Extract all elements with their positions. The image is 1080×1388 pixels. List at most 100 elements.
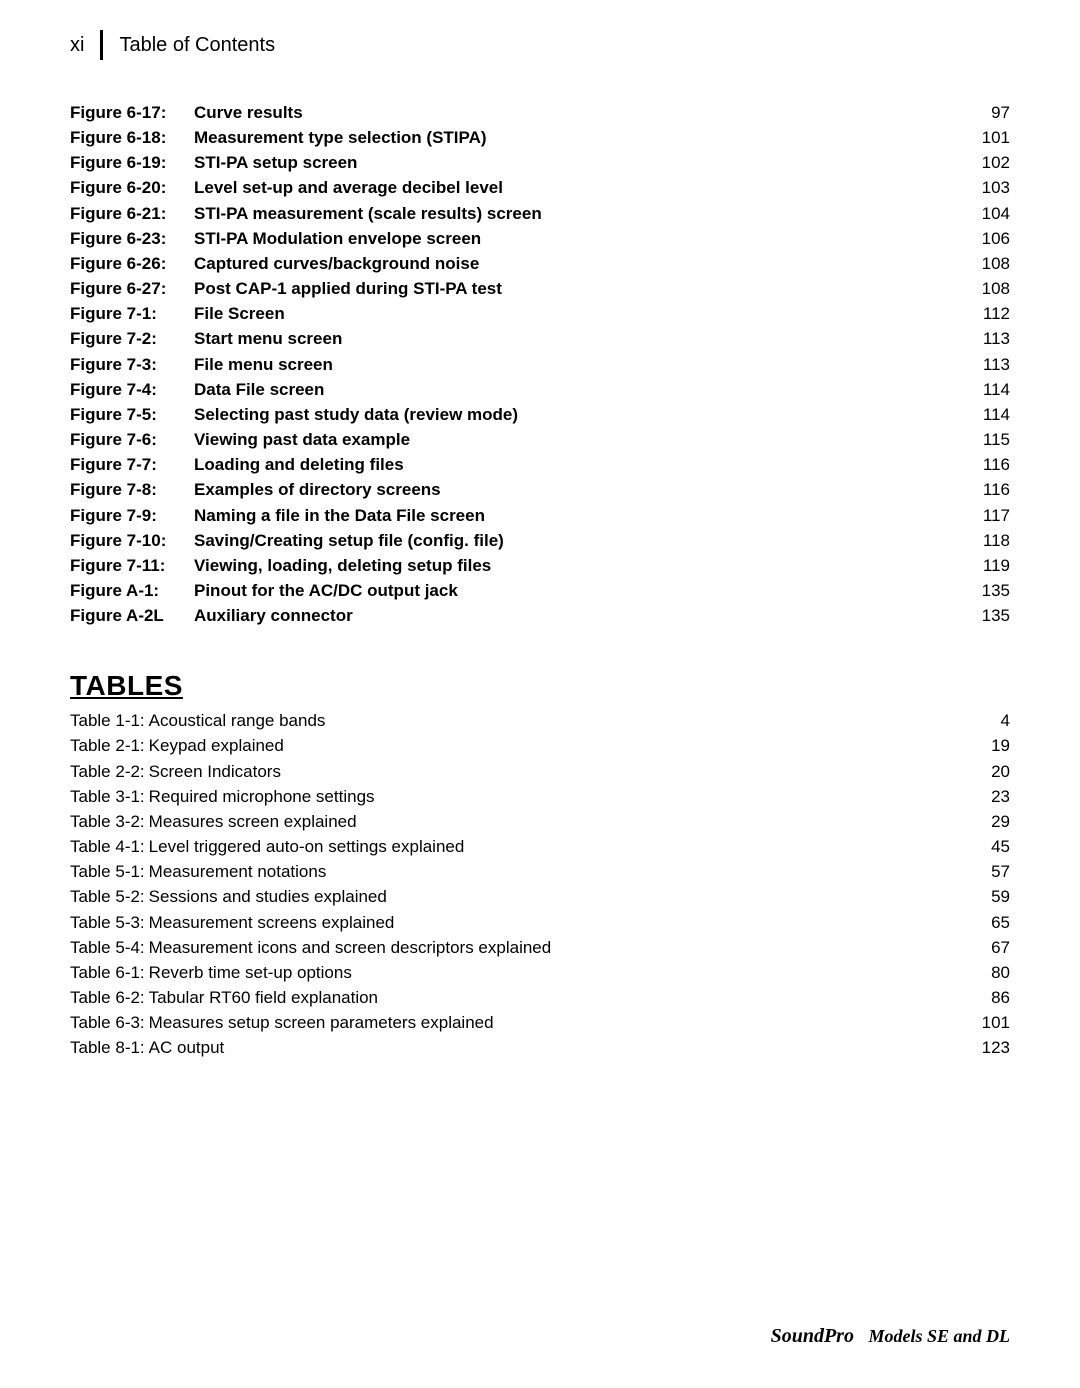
table-page: 59 bbox=[974, 884, 1010, 909]
figure-title: Captured curves/background noise bbox=[194, 251, 479, 276]
figure-row: Figure 7-11:Viewing, loading, deleting s… bbox=[70, 553, 1010, 578]
table-label: Table 3-1: bbox=[70, 784, 149, 809]
figure-label: Figure A-1: bbox=[70, 578, 194, 603]
table-title: Measurement icons and screen descriptors… bbox=[149, 935, 552, 960]
figure-label: Figure A-2L bbox=[70, 603, 194, 628]
figure-row: Figure 6-27:Post CAP-1 applied during ST… bbox=[70, 276, 1010, 301]
table-row: Table 2-1: Keypad explained19 bbox=[70, 733, 1010, 758]
figure-row: Figure 7-7:Loading and deleting files116 bbox=[70, 452, 1010, 477]
table-label: Table 3-2: bbox=[70, 809, 149, 834]
header-title: Table of Contents bbox=[119, 34, 275, 57]
figure-row: Figure 7-3:File menu screen113 bbox=[70, 352, 1010, 377]
figure-title: Curve results bbox=[194, 100, 303, 125]
table-row: Table 5-2: Sessions and studies explaine… bbox=[70, 884, 1010, 909]
table-label: Table 2-2: bbox=[70, 759, 149, 784]
figure-page: 115 bbox=[974, 427, 1010, 452]
figure-row: Figure 6-20:Level set-up and average dec… bbox=[70, 175, 1010, 200]
header-divider bbox=[100, 30, 103, 60]
footer-models: Models SE and DL bbox=[868, 1326, 1010, 1346]
table-page: 67 bbox=[974, 935, 1010, 960]
figure-row: Figure 7-4:Data File screen 114 bbox=[70, 377, 1010, 402]
table-page: 23 bbox=[974, 784, 1010, 809]
figure-label: Figure 7-4: bbox=[70, 377, 194, 402]
figure-label: Figure 6-23: bbox=[70, 226, 194, 251]
table-page: 57 bbox=[974, 859, 1010, 884]
table-row: Table 3-2: Measures screen explained29 bbox=[70, 809, 1010, 834]
figure-title: Data File screen bbox=[194, 377, 324, 402]
figure-page: 113 bbox=[974, 326, 1010, 351]
table-label: Table 5-3: bbox=[70, 910, 149, 935]
figure-title: Viewing, loading, deleting setup files bbox=[194, 553, 491, 578]
table-title: Reverb time set-up options bbox=[149, 960, 352, 985]
table-row: Table 5-3: Measurement screens explained… bbox=[70, 910, 1010, 935]
figure-page: 135 bbox=[974, 578, 1010, 603]
figure-row: Figure 6-18:Measurement type selection (… bbox=[70, 125, 1010, 150]
figure-label: Figure 7-10: bbox=[70, 528, 194, 553]
table-page: 101 bbox=[974, 1010, 1010, 1035]
figure-page: 114 bbox=[974, 377, 1010, 402]
table-page: 80 bbox=[974, 960, 1010, 985]
figure-label: Figure 6-20: bbox=[70, 175, 194, 200]
table-title: Measures setup screen parameters explain… bbox=[149, 1010, 494, 1035]
table-page: 29 bbox=[974, 809, 1010, 834]
table-title: Acoustical range bands bbox=[149, 708, 326, 733]
figure-title: Level set-up and average decibel level bbox=[194, 175, 503, 200]
figure-page: 104 bbox=[974, 201, 1010, 226]
table-row: Table 8-1: AC output123 bbox=[70, 1035, 1010, 1060]
figure-page: 108 bbox=[974, 251, 1010, 276]
table-title: Sessions and studies explained bbox=[149, 884, 387, 909]
figure-row: Figure 7-8:Examples of directory screens… bbox=[70, 477, 1010, 502]
figure-row: Figure 6-19:STI-PA setup screen102 bbox=[70, 150, 1010, 175]
figure-row: Figure 6-17:Curve results97 bbox=[70, 100, 1010, 125]
figure-page: 135 bbox=[974, 603, 1010, 628]
figure-title: Post CAP-1 applied during STI-PA test bbox=[194, 276, 502, 301]
figure-page: 116 bbox=[974, 452, 1010, 477]
figure-label: Figure 7-8: bbox=[70, 477, 194, 502]
figure-row: Figure 7-2:Start menu screen113 bbox=[70, 326, 1010, 351]
figure-label: Figure 7-9: bbox=[70, 503, 194, 528]
figure-page: 119 bbox=[974, 553, 1010, 578]
figures-list: Figure 6-17:Curve results97Figure 6-18:M… bbox=[70, 100, 1010, 628]
table-label: Table 5-2: bbox=[70, 884, 149, 909]
figure-title: Measurement type selection (STIPA) bbox=[194, 125, 487, 150]
table-title: Measurement screens explained bbox=[149, 910, 395, 935]
figure-page: 103 bbox=[974, 175, 1010, 200]
figure-title: Examples of directory screens bbox=[194, 477, 441, 502]
table-page: 19 bbox=[974, 733, 1010, 758]
figure-title: File menu screen bbox=[194, 352, 333, 377]
figure-title: Selecting past study data (review mode) bbox=[194, 402, 518, 427]
tables-heading: TABLES bbox=[70, 670, 1010, 702]
table-page: 45 bbox=[974, 834, 1010, 859]
figure-title: Viewing past data example bbox=[194, 427, 410, 452]
figure-page: 118 bbox=[974, 528, 1010, 553]
page-footer: SoundPro Models SE and DL bbox=[771, 1325, 1010, 1348]
table-row: Table 2-2: Screen Indicators20 bbox=[70, 759, 1010, 784]
figure-page: 112 bbox=[974, 301, 1010, 326]
figure-page: 116 bbox=[974, 477, 1010, 502]
table-row: Table 6-2: Tabular RT60 field explanatio… bbox=[70, 985, 1010, 1010]
figure-row: Figure 6-26:Captured curves/background n… bbox=[70, 251, 1010, 276]
table-row: Table 6-3: Measures setup screen paramet… bbox=[70, 1010, 1010, 1035]
table-page: 20 bbox=[974, 759, 1010, 784]
figure-title: Start menu screen bbox=[194, 326, 342, 351]
figure-page: 114 bbox=[974, 402, 1010, 427]
table-label: Table 5-4: bbox=[70, 935, 149, 960]
figure-page: 101 bbox=[974, 125, 1010, 150]
tables-list: Table 1-1: Acoustical range bands4Table … bbox=[70, 708, 1010, 1060]
figure-label: Figure 7-5: bbox=[70, 402, 194, 427]
table-page: 123 bbox=[974, 1035, 1010, 1060]
figure-page: 117 bbox=[974, 503, 1010, 528]
figure-row: Figure 6-23:STI-PA Modulation envelope s… bbox=[70, 226, 1010, 251]
table-label: Table 4-1: bbox=[70, 834, 149, 859]
page-number-roman: xi bbox=[70, 34, 84, 57]
figure-label: Figure 6-18: bbox=[70, 125, 194, 150]
table-title: Keypad explained bbox=[149, 733, 284, 758]
figure-row: Figure 7-1:File Screen112 bbox=[70, 301, 1010, 326]
table-title: Measurement notations bbox=[149, 859, 327, 884]
table-row: Table 3-1: Required microphone settings2… bbox=[70, 784, 1010, 809]
figure-title: Naming a file in the Data File screen bbox=[194, 503, 485, 528]
figure-title: STI-PA setup screen bbox=[194, 150, 357, 175]
table-row: Table 6-1: Reverb time set-up options80 bbox=[70, 960, 1010, 985]
table-page: 86 bbox=[974, 985, 1010, 1010]
figure-title: Loading and deleting files bbox=[194, 452, 404, 477]
